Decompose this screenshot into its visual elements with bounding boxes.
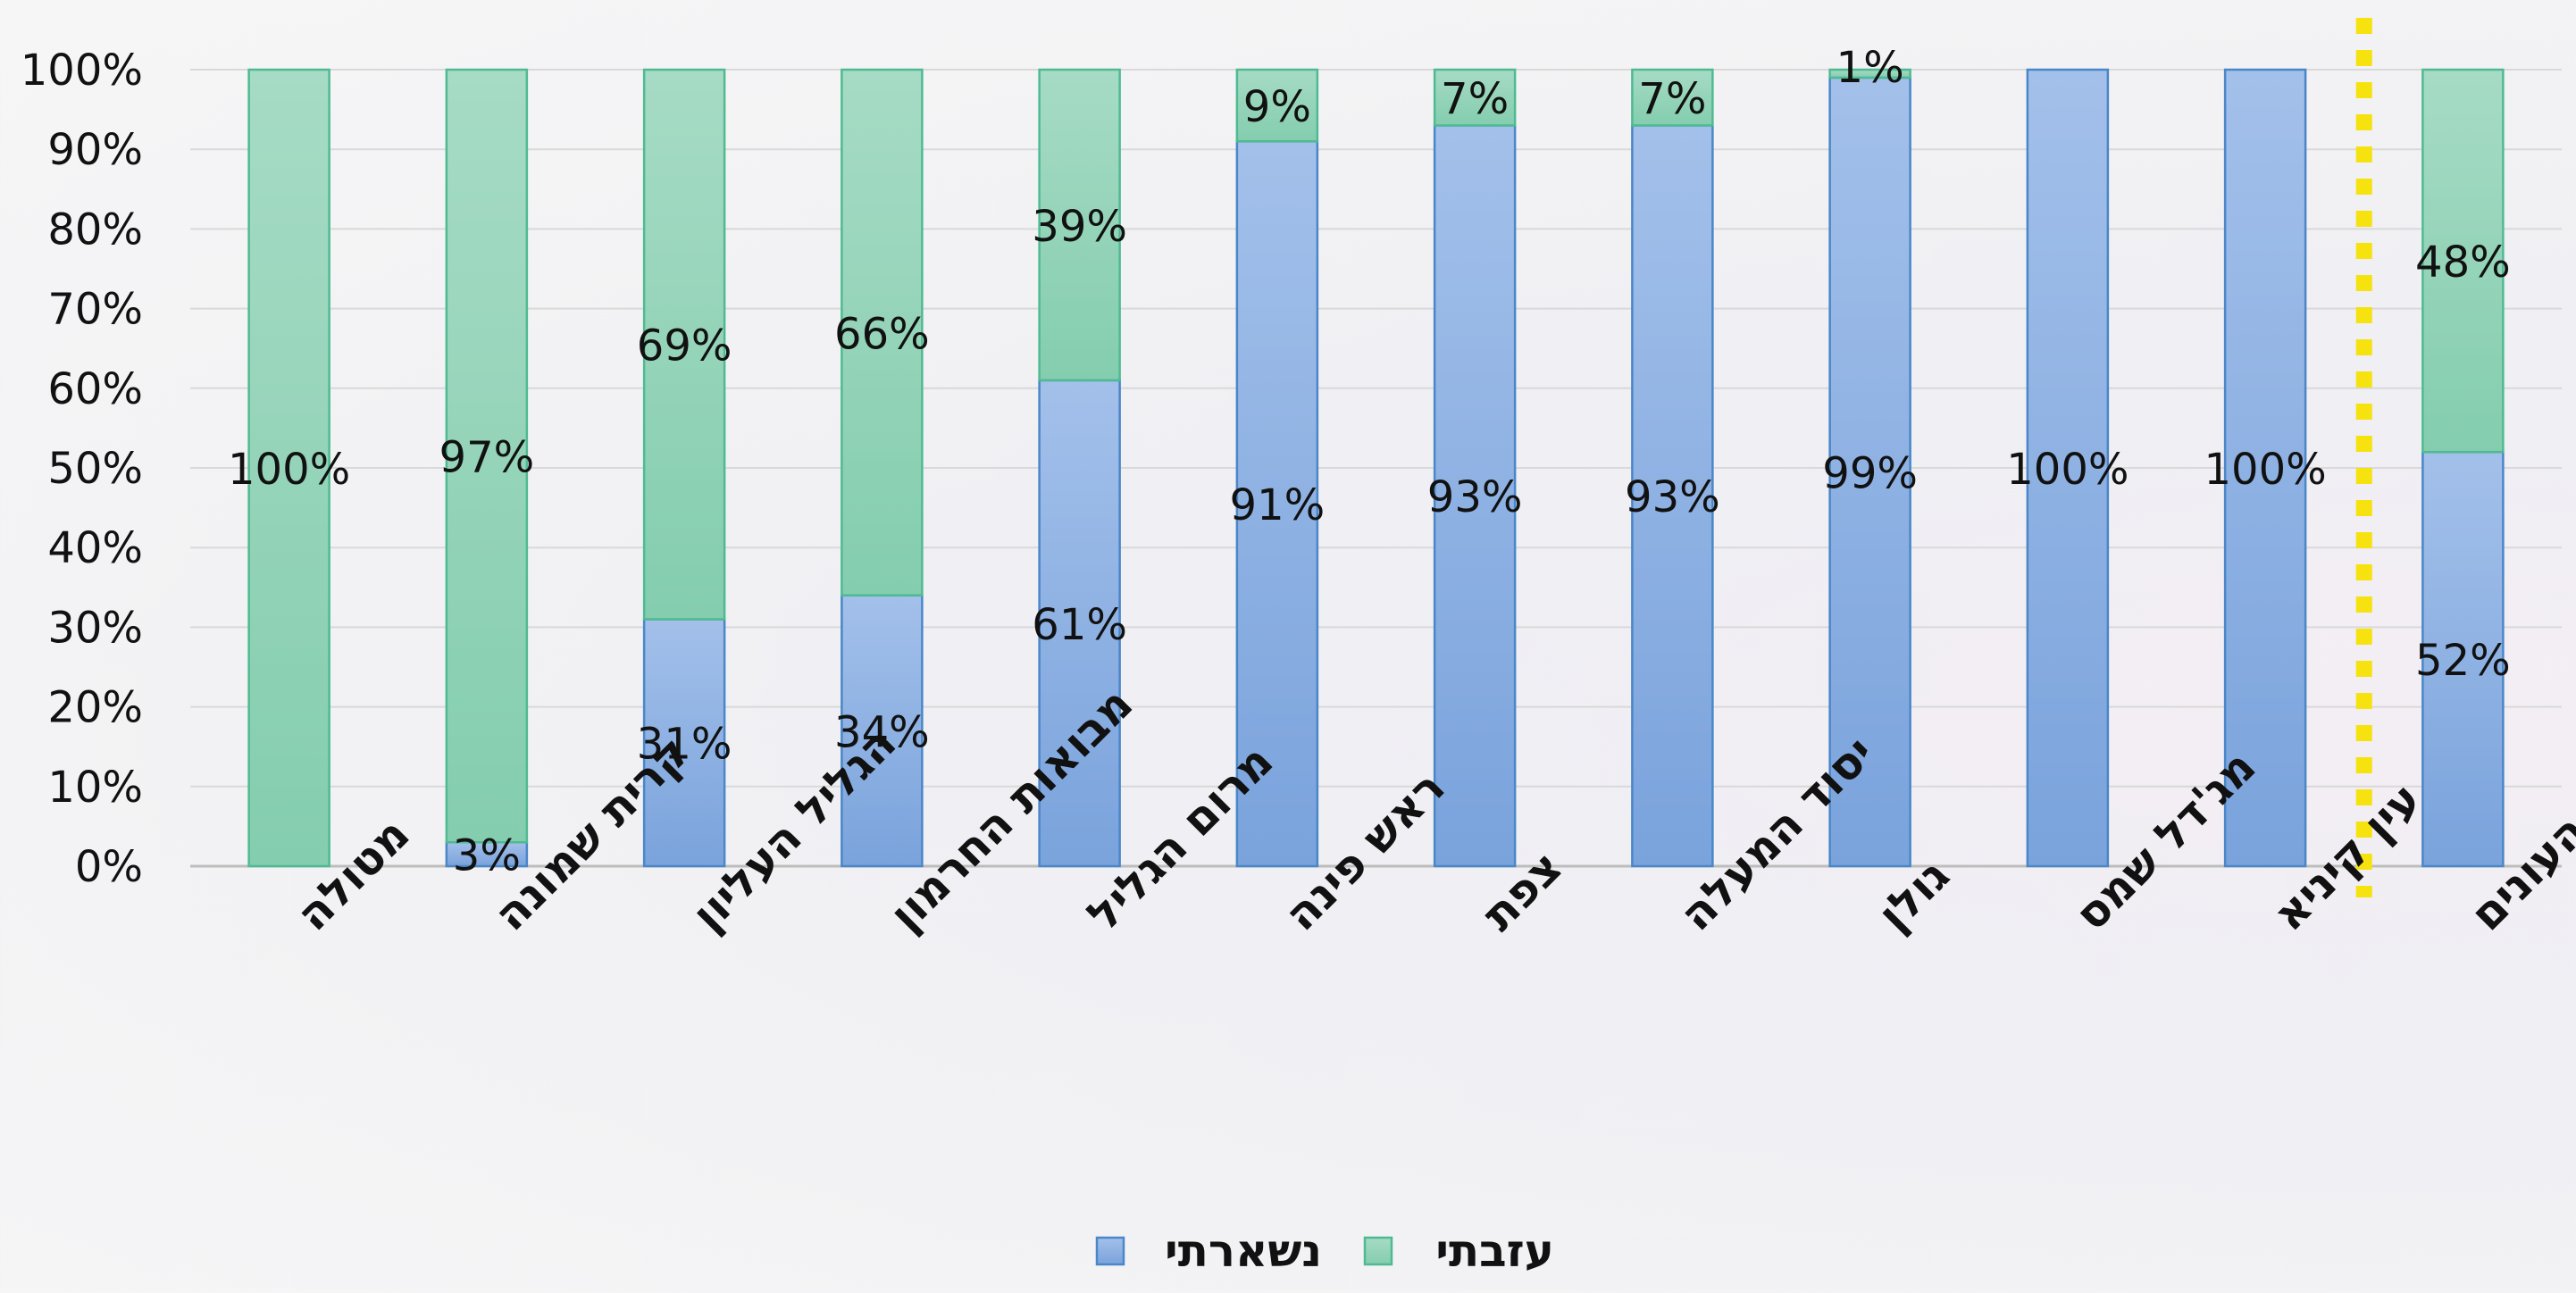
data-label: 61% bbox=[1032, 600, 1127, 650]
data-label: 34% bbox=[834, 707, 930, 757]
data-label: 91% bbox=[1230, 480, 1326, 530]
data-label: 66% bbox=[834, 309, 930, 359]
bar-segment bbox=[1828, 76, 1911, 868]
data-label: 7% bbox=[1638, 74, 1706, 124]
bars bbox=[247, 68, 2505, 868]
data-label: 99% bbox=[1822, 448, 1918, 498]
data-label: 100% bbox=[228, 445, 350, 495]
data-label: 100% bbox=[2204, 445, 2327, 495]
data-label: 3% bbox=[453, 831, 521, 881]
y-tick-label: 50% bbox=[47, 444, 143, 494]
y-tick-label: 40% bbox=[47, 523, 143, 573]
bar-segment bbox=[642, 68, 726, 621]
legend-label: נשארתי bbox=[1165, 1225, 1322, 1277]
data-label: 100% bbox=[2006, 445, 2129, 495]
bar-segment bbox=[642, 618, 726, 868]
bar-segment bbox=[2223, 68, 2307, 868]
bar-segment bbox=[445, 68, 529, 844]
bar-segment bbox=[1631, 68, 1714, 127]
y-tick-label: 30% bbox=[47, 603, 143, 653]
y-tick-label: 20% bbox=[47, 683, 143, 733]
data-label: 69% bbox=[637, 321, 732, 371]
legend-swatch bbox=[1095, 1236, 1125, 1266]
y-tick-label: 100% bbox=[21, 46, 143, 96]
data-label: 52% bbox=[2415, 636, 2511, 686]
bar-segment bbox=[1433, 124, 1517, 868]
y-tick-label: 10% bbox=[47, 763, 143, 813]
bar-segment bbox=[1235, 68, 1319, 143]
data-label: 48% bbox=[2415, 238, 2511, 288]
data-label: 97% bbox=[439, 433, 535, 483]
data-label: 93% bbox=[1427, 472, 1523, 522]
y-tick-label: 70% bbox=[47, 285, 143, 335]
y-tick-label: 80% bbox=[47, 204, 143, 254]
y-tick-label: 60% bbox=[47, 364, 143, 414]
legend-label: עזבתי bbox=[1435, 1225, 1554, 1277]
bar-segment bbox=[247, 68, 330, 868]
data-labels: 100% 3% 97% 31% 69% 34% 66% 61% 39% 91% 9% 93% 7% 93%… bbox=[228, 43, 2511, 881]
bar-segment bbox=[1433, 68, 1517, 127]
data-label: 39% bbox=[1032, 202, 1127, 252]
bar-segment bbox=[2421, 68, 2505, 454]
bar-segment bbox=[841, 68, 924, 596]
bar-segment bbox=[1038, 379, 1121, 868]
bar-segment bbox=[1038, 68, 1121, 382]
gridlines bbox=[190, 69, 2562, 868]
data-label: 1% bbox=[1836, 43, 1904, 93]
data-label: 9% bbox=[1243, 82, 1311, 132]
y-tick-label: 90% bbox=[47, 125, 143, 175]
data-label: 7% bbox=[1441, 74, 1509, 124]
bar-segment bbox=[1828, 68, 1911, 79]
bar-segment bbox=[445, 840, 529, 868]
y-tick-label: 0% bbox=[75, 842, 143, 892]
y-axis-ticks: 0% 10% 20% 30% 40% 50% 60% 70% 80% 90% 100% bbox=[21, 46, 143, 892]
legend-swatch bbox=[1363, 1236, 1393, 1266]
data-label: 31% bbox=[637, 720, 732, 770]
data-label: 93% bbox=[1625, 472, 1720, 522]
bar-segment bbox=[2421, 450, 2505, 868]
legend: נשארתי עזבתי bbox=[1095, 1225, 1554, 1277]
bar-segment bbox=[1235, 140, 1319, 868]
bar-segment bbox=[2026, 68, 2110, 868]
